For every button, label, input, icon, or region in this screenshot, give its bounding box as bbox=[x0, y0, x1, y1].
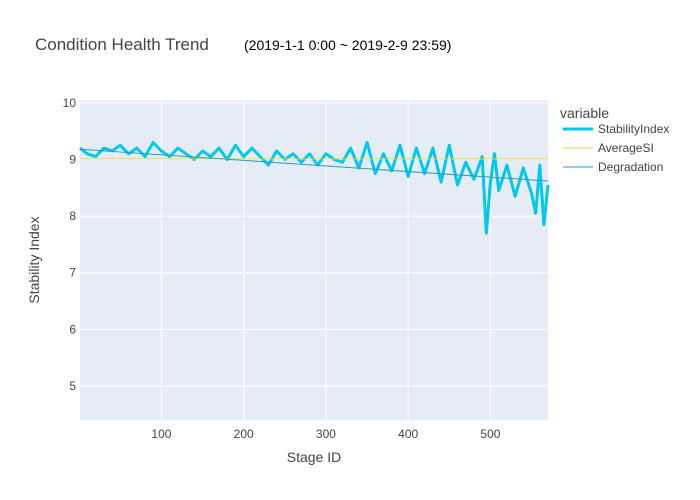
series-line-stabilityindex bbox=[79, 141, 550, 235]
plot-area bbox=[80, 100, 548, 420]
series bbox=[79, 141, 550, 235]
y-tick-label: 7 bbox=[69, 266, 76, 280]
x-tick-label: 100 bbox=[151, 427, 171, 441]
y-tick-label: 9 bbox=[69, 152, 76, 166]
y-axis-title: Stability Index bbox=[26, 216, 42, 303]
legend-item-stabilityindex[interactable]: StabilityIndex bbox=[563, 122, 669, 136]
y-tick-label: 8 bbox=[69, 209, 76, 223]
x-axis-title: Stage ID bbox=[287, 449, 341, 465]
y-tick-label: 10 bbox=[63, 96, 77, 110]
legend-title: variable bbox=[560, 105, 609, 121]
ticks: 100 200 300 400 500 5 6 7 8 9 10 bbox=[63, 96, 501, 441]
legend-label: Degradation bbox=[598, 160, 663, 174]
legend-label: AverageSI bbox=[598, 141, 654, 155]
x-tick-label: 300 bbox=[316, 427, 336, 441]
series-line-degradation bbox=[79, 148, 549, 182]
x-tick-label: 400 bbox=[398, 427, 418, 441]
x-tick-label: 200 bbox=[234, 427, 254, 441]
legend-item-averagesi[interactable]: AverageSI bbox=[563, 141, 654, 155]
chart-subtitle: (2019-1-1 0:00 ~ 2019-2-9 23:59) bbox=[244, 37, 451, 53]
y-tick-label: 5 bbox=[69, 379, 76, 393]
chart-title: Condition Health Trend bbox=[35, 35, 209, 54]
legend[interactable]: variable StabilityIndex AverageSI Degradat… bbox=[560, 105, 669, 174]
legend-label: StabilityIndex bbox=[598, 122, 669, 136]
x-tick-label: 500 bbox=[480, 427, 500, 441]
y-tick-label: 6 bbox=[69, 322, 76, 336]
legend-item-degradation[interactable]: Degradation bbox=[563, 160, 663, 174]
